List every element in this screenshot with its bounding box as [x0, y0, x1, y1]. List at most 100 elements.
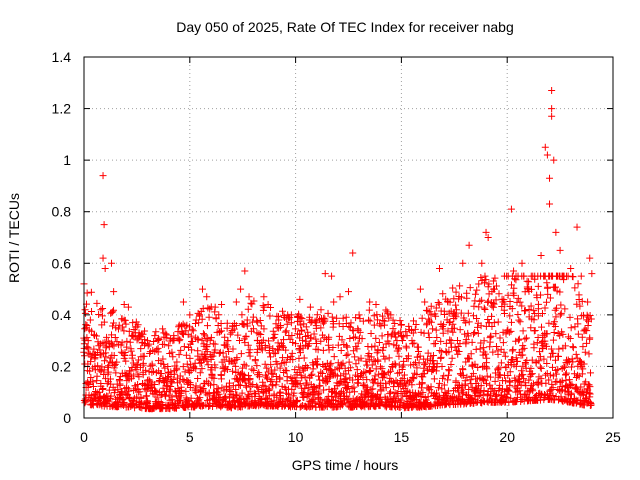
data-point: [99, 254, 107, 262]
data-point: [378, 365, 386, 373]
data-point: [506, 368, 514, 376]
data-point: [135, 329, 143, 337]
data-point: [337, 372, 345, 380]
data-point: [154, 344, 162, 352]
data-point: [299, 336, 307, 344]
data-point: [416, 352, 424, 360]
data-point: [579, 343, 587, 351]
data-point: [427, 311, 435, 319]
data-point: [175, 321, 183, 329]
data-point: [448, 354, 456, 362]
data-point: [198, 285, 206, 293]
data-point: [569, 344, 577, 352]
data-point: [209, 352, 217, 360]
data-point: [553, 304, 561, 312]
data-point: [139, 371, 147, 379]
data-point: [435, 264, 443, 272]
data-point: [491, 274, 499, 282]
data-point: [502, 330, 510, 338]
data-point: [379, 369, 387, 377]
data-point: [268, 370, 276, 378]
data-point: [266, 353, 274, 361]
data-point: [524, 285, 532, 293]
data-point: [135, 373, 143, 381]
data-point: [198, 336, 206, 344]
data-point: [132, 366, 140, 374]
data-point: [217, 319, 225, 327]
data-point: [395, 344, 403, 352]
data-point: [580, 360, 588, 368]
data-point: [129, 359, 137, 367]
data-point: [409, 317, 417, 325]
data-point: [504, 386, 512, 394]
data-point: [276, 323, 284, 331]
data-point: [152, 328, 160, 336]
data-point: [91, 331, 99, 339]
data-point: [362, 357, 370, 365]
data-point: [194, 336, 202, 344]
data-points: [80, 87, 596, 413]
data-point: [192, 316, 200, 324]
data-point: [543, 279, 551, 287]
data-point: [203, 293, 211, 301]
data-point: [480, 304, 488, 312]
data-point: [89, 382, 97, 390]
data-point: [191, 385, 199, 393]
data-point: [516, 318, 524, 326]
data-point: [101, 264, 109, 272]
data-point: [285, 315, 293, 323]
data-point: [159, 355, 167, 363]
data-point: [287, 311, 295, 319]
data-point: [160, 341, 168, 349]
data-point: [223, 343, 231, 351]
data-point: [368, 343, 376, 351]
data-point: [306, 303, 314, 311]
data-point: [541, 143, 549, 151]
data-point: [196, 394, 204, 402]
data-point: [452, 301, 460, 309]
data-point: [444, 327, 452, 335]
data-point: [397, 321, 405, 329]
y-tick-label: 1.2: [52, 101, 72, 117]
data-point: [289, 392, 297, 400]
data-point: [464, 309, 472, 317]
data-point: [164, 363, 172, 371]
data-point: [140, 352, 148, 360]
data-point: [424, 393, 432, 401]
data-point: [473, 385, 481, 393]
data-point: [385, 340, 393, 348]
data-point: [97, 367, 105, 375]
data-point: [146, 350, 154, 358]
data-point: [462, 358, 470, 366]
data-point: [425, 333, 433, 341]
data-point: [296, 349, 304, 357]
data-point: [379, 316, 387, 324]
data-point: [418, 379, 426, 387]
data-point: [459, 390, 467, 398]
data-point: [354, 325, 362, 333]
data-point: [226, 330, 234, 338]
data-point: [507, 327, 515, 335]
data-point: [578, 333, 586, 341]
data-point: [508, 347, 516, 355]
data-point: [219, 349, 227, 357]
data-point: [196, 311, 204, 319]
data-point: [404, 352, 412, 360]
data-point: [379, 344, 387, 352]
data-point: [420, 364, 428, 372]
data-point: [276, 388, 284, 396]
data-point: [539, 345, 547, 353]
data-point: [260, 293, 268, 301]
data-point: [211, 308, 219, 316]
data-point: [483, 354, 491, 362]
data-point: [353, 366, 361, 374]
data-point: [543, 359, 551, 367]
data-point: [427, 383, 435, 391]
data-point: [288, 332, 296, 340]
data-point: [165, 342, 173, 350]
data-point: [291, 325, 299, 333]
data-point: [407, 361, 415, 369]
data-point: [87, 288, 95, 296]
data-point: [567, 324, 575, 332]
data-point: [113, 358, 121, 366]
